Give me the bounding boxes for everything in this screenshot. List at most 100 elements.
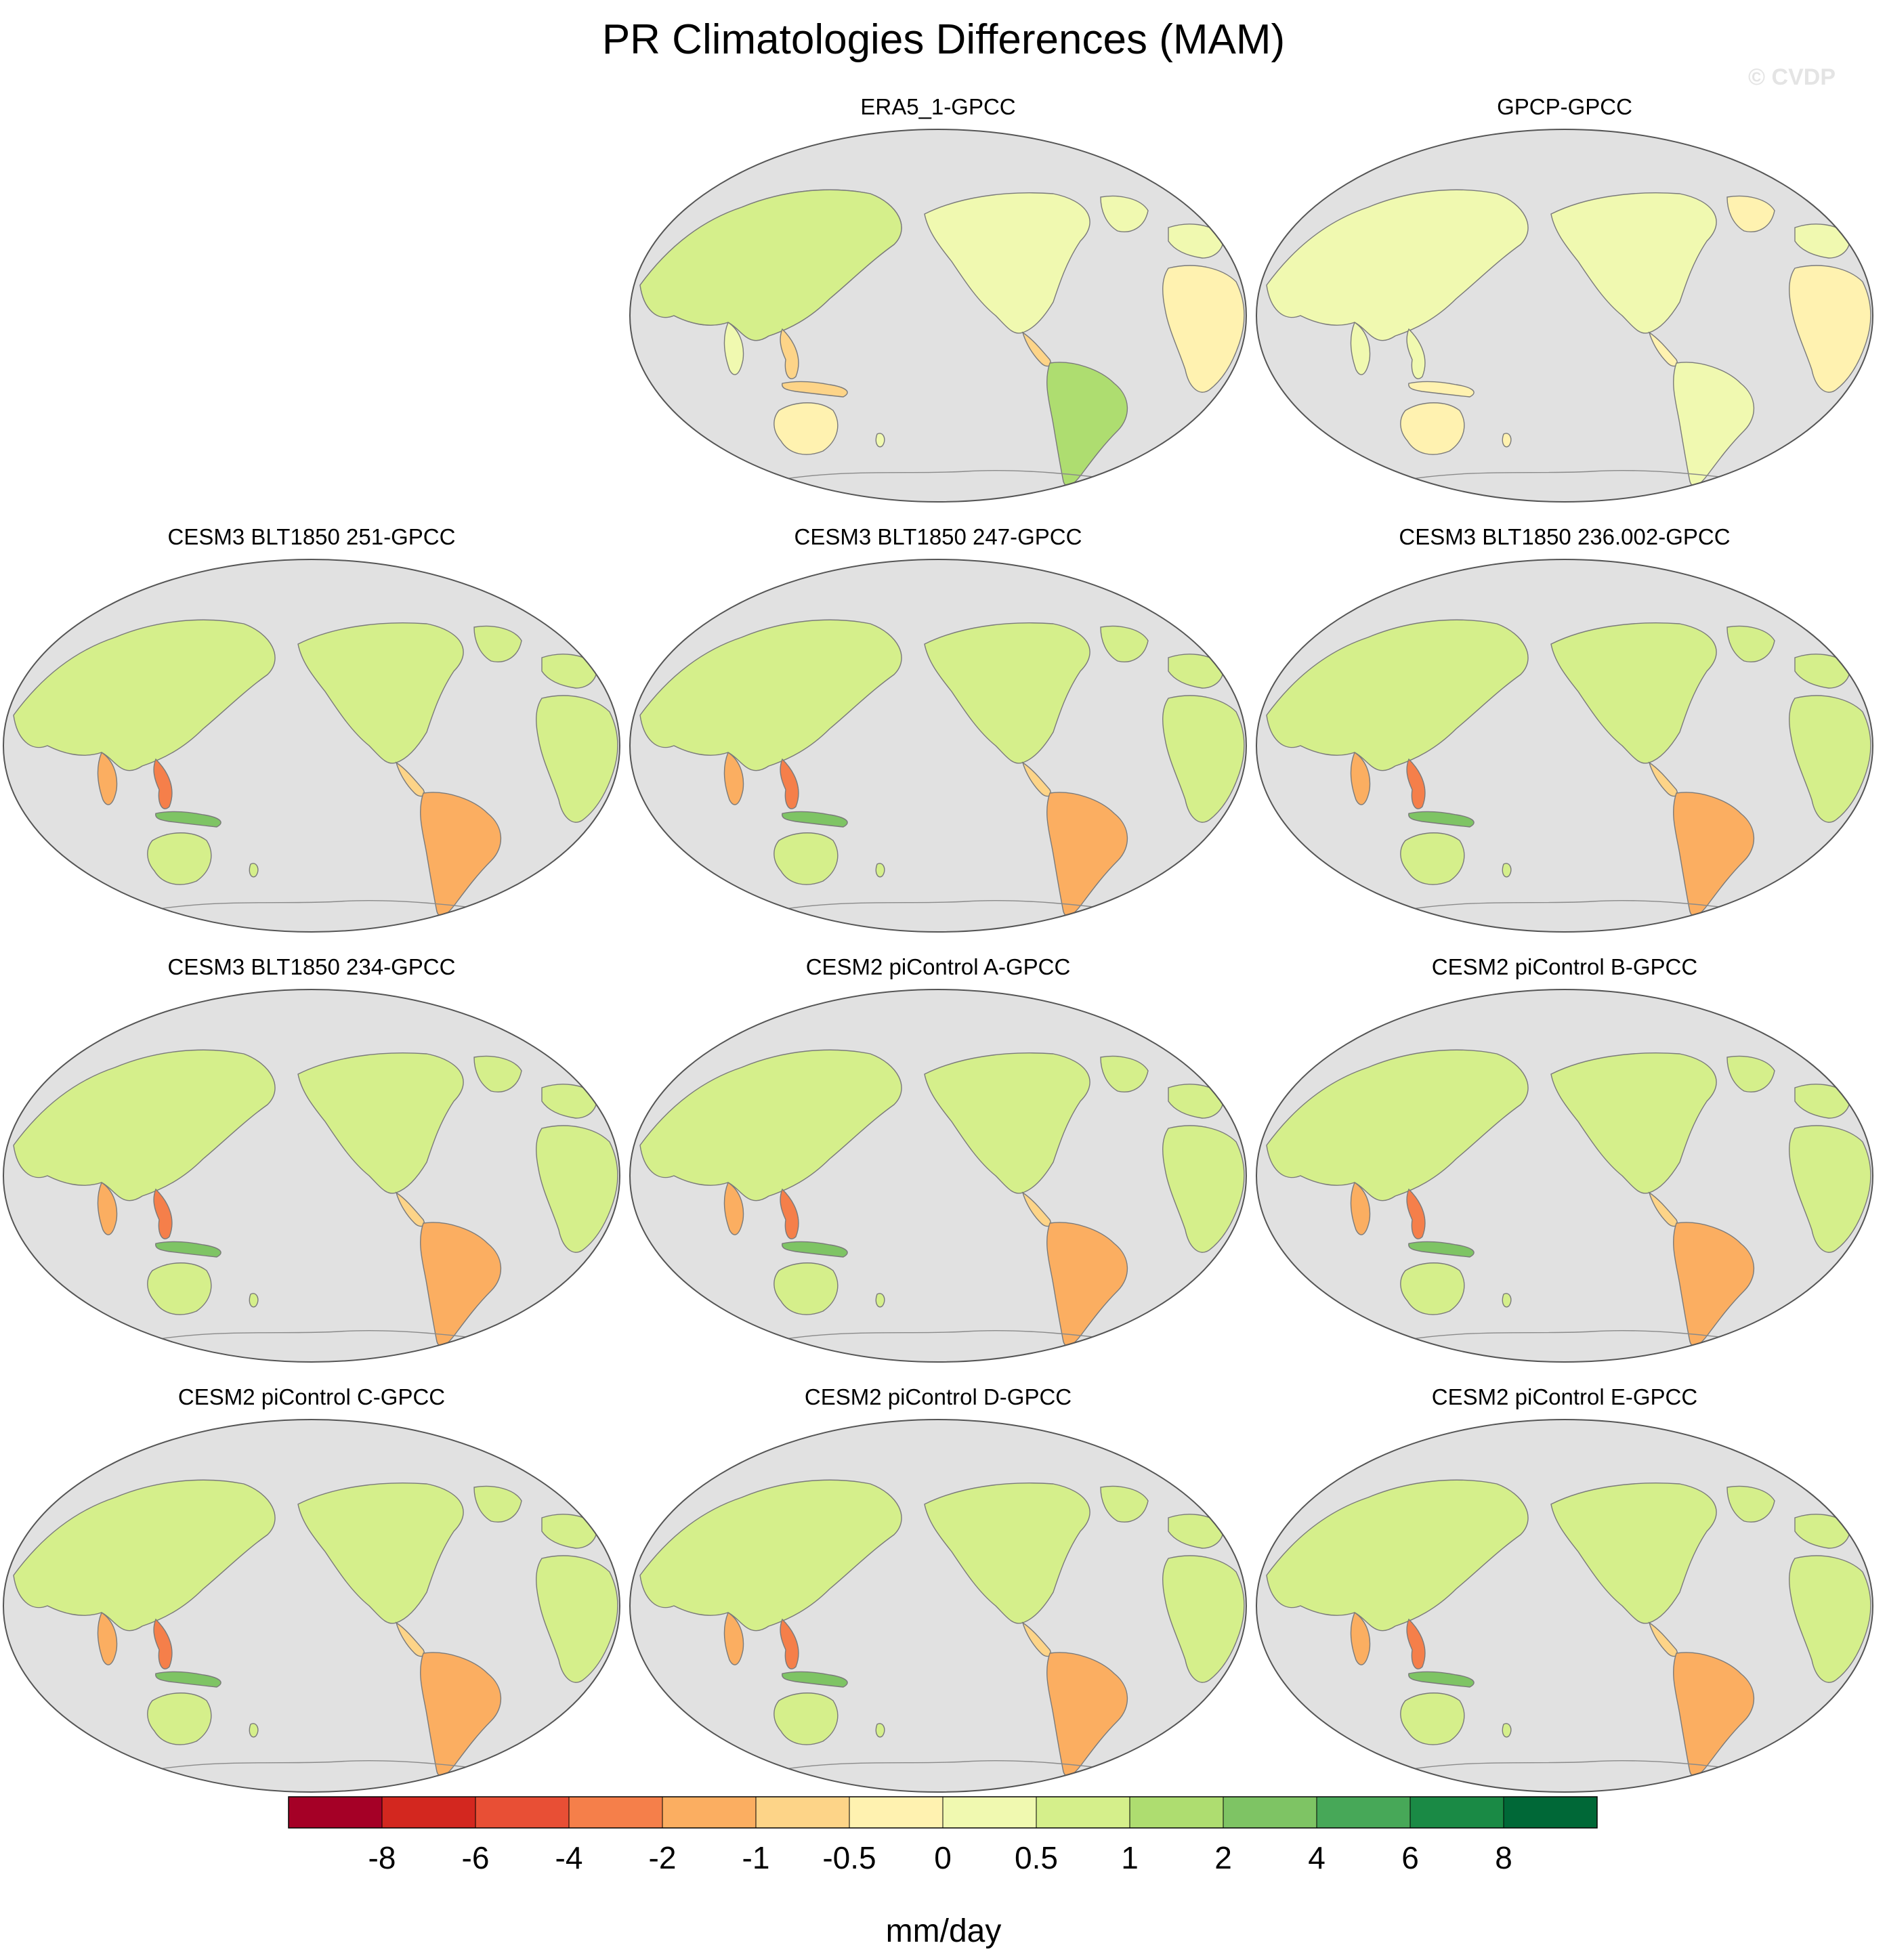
asia-landmass xyxy=(1266,189,1529,341)
globe-outline xyxy=(1256,1419,1873,1793)
globe-map xyxy=(1256,1419,1873,1793)
india-landmass xyxy=(1350,1611,1371,1665)
colorbar-swatch xyxy=(1316,1796,1411,1829)
maritime-landmass xyxy=(1408,381,1475,398)
panel-title: CESM2 piControl D-GPCC xyxy=(804,1384,1072,1409)
map-panel: CESM2 piControl A-GPCC xyxy=(627,954,1250,1367)
northamerica-landmass xyxy=(1550,622,1717,764)
seasia-landmass xyxy=(780,758,799,809)
colorbar-swatch xyxy=(568,1796,663,1829)
colorbar-swatch xyxy=(1503,1796,1598,1829)
greenland-landmass xyxy=(1726,625,1775,662)
india-landmass xyxy=(1350,321,1371,375)
europe-landmass xyxy=(1168,654,1224,689)
colorbar-swatch xyxy=(1036,1796,1130,1829)
seasia-landmass xyxy=(153,758,173,809)
panel-title: CESM2 piControl C-GPCC xyxy=(177,1384,446,1409)
panel-title: CESM3 BLT1850 247-GPCC xyxy=(794,524,1082,549)
northamerica-landmass xyxy=(924,1052,1090,1194)
greenland-landmass xyxy=(1100,625,1149,662)
panel-title: CESM2 piControl A-GPCC xyxy=(805,954,1071,979)
europe-landmass xyxy=(1794,223,1850,259)
europe-landmass xyxy=(541,654,597,689)
southamerica-landmass xyxy=(1673,362,1755,487)
nz-landmass xyxy=(875,433,885,448)
globe-map xyxy=(1256,129,1873,503)
colorbar-tick-label: -0.5 xyxy=(822,1840,876,1875)
seasia-landmass xyxy=(1406,328,1426,379)
europe-landmass xyxy=(1168,1514,1224,1549)
asia-landmass xyxy=(13,1049,276,1201)
globe-outline xyxy=(1256,129,1873,503)
maritime-landmass xyxy=(155,811,221,828)
colorbar-swatch xyxy=(288,1796,383,1829)
colorbar-tick-label: -4 xyxy=(555,1840,583,1875)
maritime-landmass xyxy=(1408,1241,1475,1258)
northamerica-landmass xyxy=(924,192,1090,334)
cvdp-watermark: © CVDP xyxy=(1748,64,1836,90)
panel-title: GPCP-GPCC xyxy=(1497,94,1632,119)
nz-landmass xyxy=(249,863,259,878)
nz-landmass xyxy=(1502,1723,1512,1738)
nz-landmass xyxy=(875,1293,885,1308)
colorbar-tick-label: -6 xyxy=(462,1840,490,1875)
northamerica-landmass xyxy=(297,1483,464,1624)
map-panel: GPCP-GPCC xyxy=(1253,93,1876,507)
maritime-landmass xyxy=(1408,1671,1475,1688)
india-landmass xyxy=(723,321,744,375)
australia-landmass xyxy=(147,832,212,885)
australia-landmass xyxy=(147,1692,212,1745)
colorbar-tick-label: -1 xyxy=(742,1840,770,1875)
map-panel: CESM3 BLT1850 234-GPCC xyxy=(0,954,623,1367)
europe-landmass xyxy=(1794,654,1850,689)
australia-landmass xyxy=(773,832,839,885)
map-panel: CESM2 piControl C-GPCC xyxy=(0,1384,623,1797)
maritime-landmass xyxy=(782,381,848,398)
nz-landmass xyxy=(875,1723,885,1738)
southamerica-landmass xyxy=(1046,362,1128,487)
colorbar-tick-label: 1 xyxy=(1121,1840,1139,1875)
northamerica-landmass xyxy=(1550,1052,1717,1194)
asia-landmass xyxy=(1266,619,1529,771)
africa-landmass xyxy=(1162,265,1245,393)
globe-map xyxy=(1256,559,1873,933)
colorbar-swatch xyxy=(942,1796,1037,1829)
globe-map xyxy=(3,989,620,1363)
globe-map xyxy=(629,989,1247,1363)
seasia-landmass xyxy=(1406,758,1426,809)
southamerica-landmass xyxy=(1046,1222,1128,1347)
africa-landmass xyxy=(536,695,618,823)
greenland-landmass xyxy=(1100,1055,1149,1092)
nz-landmass xyxy=(1502,863,1512,878)
northamerica-landmass xyxy=(924,1483,1090,1624)
map-panel: CESM3 BLT1850 236.002-GPCC xyxy=(1253,524,1876,937)
colorbar: -8 -6 -4 -2 -1 -0.5 0 0.5 1 2 4 6 8 xyxy=(287,1795,1598,1887)
southamerica-landmass xyxy=(1046,792,1128,917)
colorbar-tick-label: 0 xyxy=(934,1840,952,1875)
northamerica-landmass xyxy=(297,622,464,764)
northamerica-landmass xyxy=(1550,1483,1717,1624)
seasia-landmass xyxy=(780,328,799,379)
southamerica-landmass xyxy=(420,1652,502,1777)
seasia-landmass xyxy=(153,1188,173,1239)
globe-map xyxy=(3,1419,620,1793)
northamerica-landmass xyxy=(297,1052,464,1194)
globe-outline xyxy=(1256,559,1873,933)
australia-landmass xyxy=(1400,1692,1465,1745)
colorbar-swatch xyxy=(849,1796,944,1829)
nz-landmass xyxy=(1502,433,1512,448)
figure-title: PR Climatologies Differences (MAM) xyxy=(601,16,1286,63)
asia-landmass xyxy=(639,1479,902,1632)
globe-outline xyxy=(1256,989,1873,1363)
maritime-landmass xyxy=(782,811,848,828)
map-panel: CESM2 piControl B-GPCC xyxy=(1253,954,1876,1367)
maritime-landmass xyxy=(155,1671,221,1688)
nz-landmass xyxy=(1502,1293,1512,1308)
globe-map xyxy=(629,129,1247,503)
europe-landmass xyxy=(1168,223,1224,259)
india-landmass xyxy=(97,751,118,805)
asia-landmass xyxy=(13,619,276,771)
map-panel: CESM3 BLT1850 251-GPCC xyxy=(0,524,623,937)
map-panel: CESM2 piControl E-GPCC xyxy=(1253,1384,1876,1797)
map-panel: CESM3 BLT1850 247-GPCC xyxy=(627,524,1250,937)
